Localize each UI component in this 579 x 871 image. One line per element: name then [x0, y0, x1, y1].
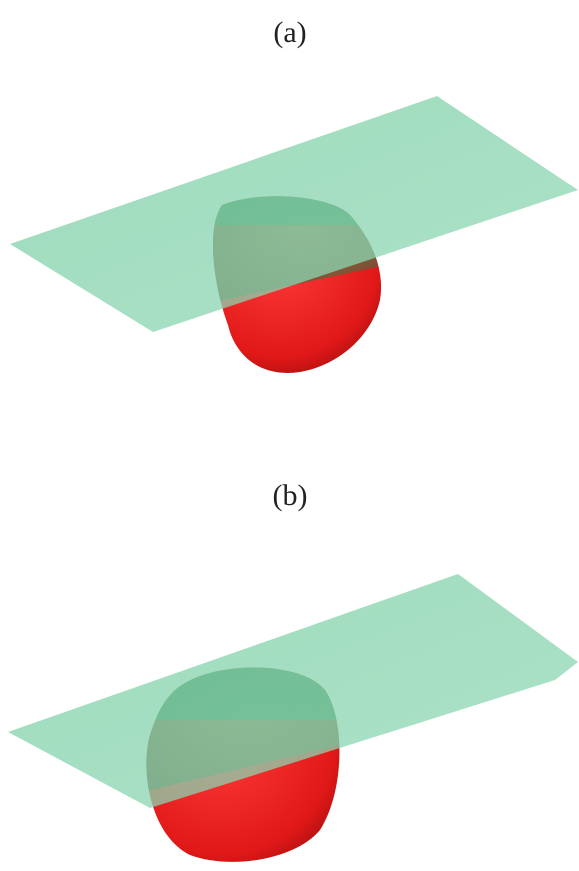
panel-a: (a) — [10, 16, 578, 380]
figure: (a) (b) — [0, 0, 579, 871]
panel-b: (b) — [8, 479, 578, 871]
panel-label: (b) — [273, 479, 308, 512]
panel-label: (a) — [273, 16, 306, 49]
